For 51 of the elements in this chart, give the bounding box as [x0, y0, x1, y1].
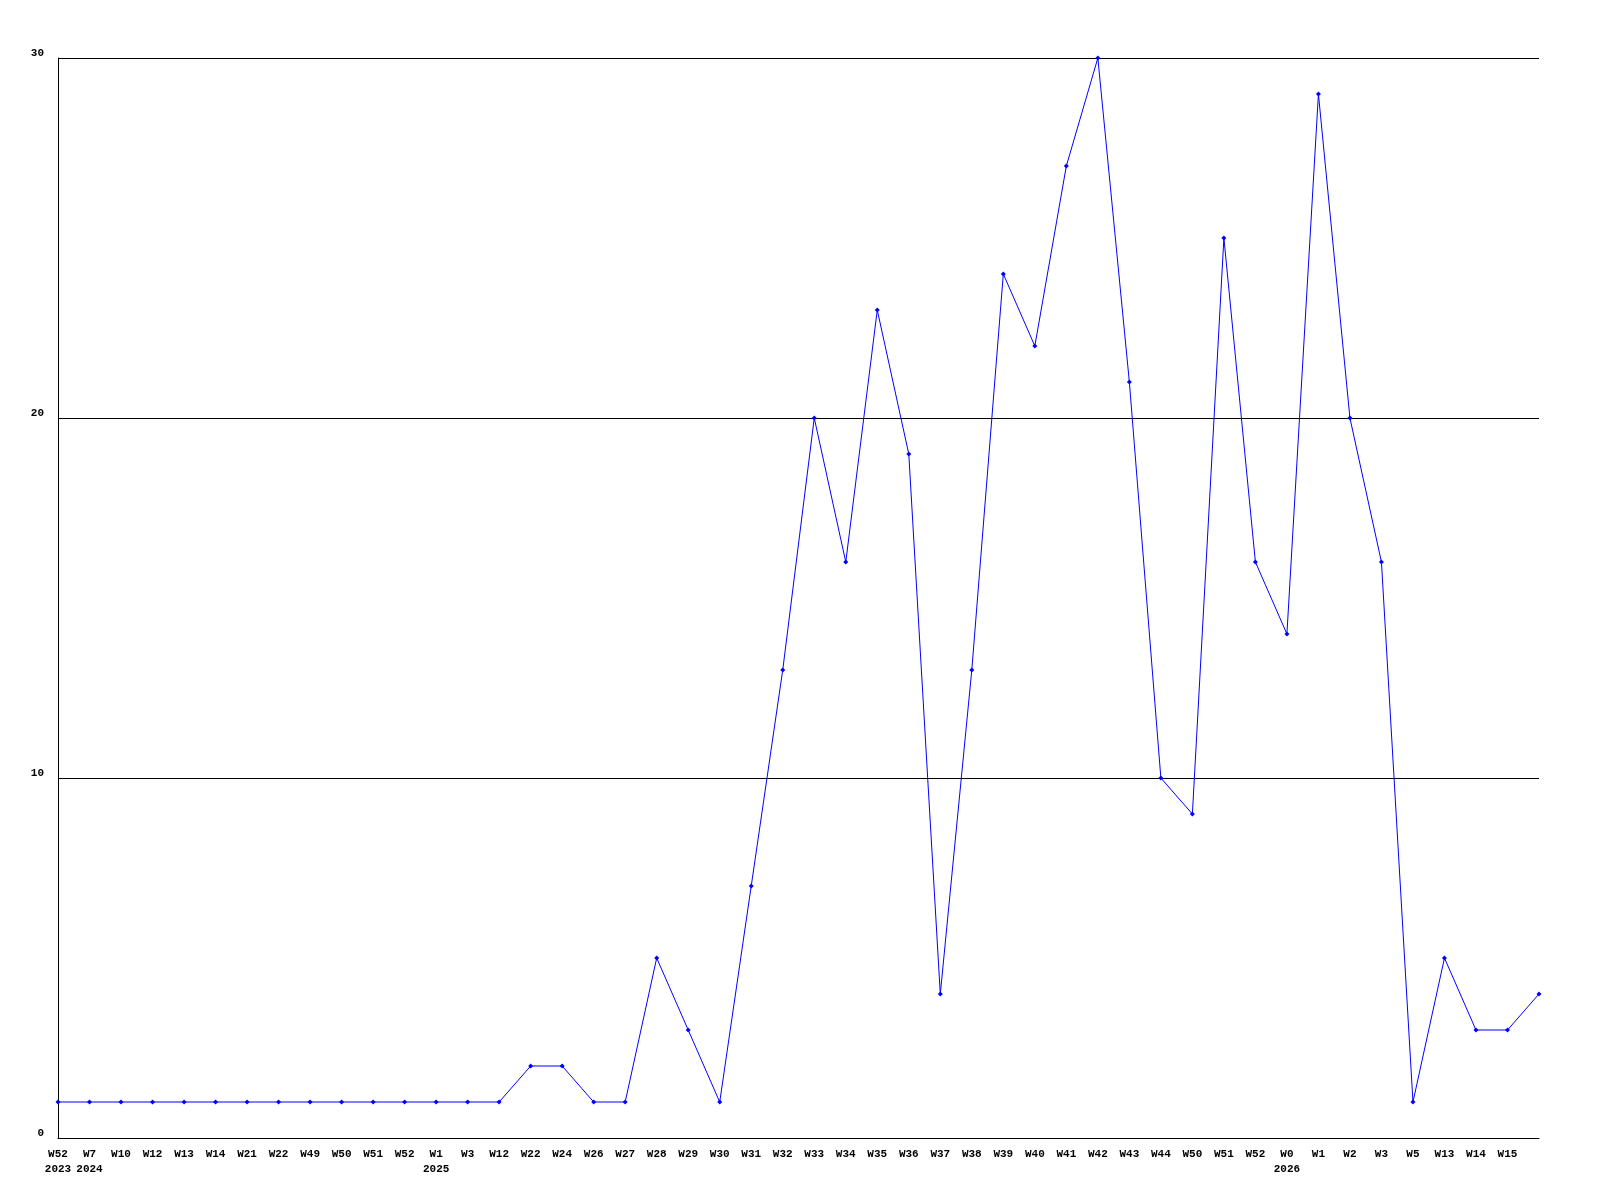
x-tick-label: W13 [1434, 1147, 1455, 1160]
x-tick-label: W22 [268, 1147, 289, 1160]
x-tick-label: W3 [1374, 1147, 1389, 1160]
x-tick-label: W50 [331, 1147, 352, 1160]
x-tick-label: W12 [142, 1147, 163, 1160]
x-tick-label: W24 [552, 1147, 573, 1160]
x-tick-label: W34 [835, 1147, 857, 1160]
y-tick-label: 30 [30, 46, 44, 59]
x-tick-label: W52 [1245, 1147, 1266, 1160]
x-tick-label: W14 [1466, 1147, 1487, 1160]
x-tick-label: W15 [1497, 1147, 1518, 1160]
x-tick-label: W50 [1182, 1147, 1203, 1160]
x-tick-label: W36 [898, 1147, 919, 1160]
x-tick-label: W22 [520, 1147, 541, 1160]
x-tick-label: W14 [205, 1147, 226, 1160]
x-tick-label: W40 [1024, 1147, 1045, 1160]
x-tick-label: W51 [363, 1147, 384, 1160]
x-tick-label: W44 [1150, 1147, 1172, 1160]
x-tick-label: W21 [237, 1147, 258, 1160]
x-tick-label: W10 [111, 1147, 131, 1160]
x-tick-label: W30 [709, 1147, 730, 1160]
x-tick-label: W28 [646, 1147, 667, 1160]
x-tick-label: W35 [867, 1147, 888, 1160]
x-tick-label: W52 [394, 1147, 415, 1160]
x-tick-label: W13 [174, 1147, 195, 1160]
x-tick-label: W1 2025 [422, 1147, 450, 1175]
x-tick-label: W29 [678, 1147, 699, 1160]
x-tick-label: W32 [772, 1147, 793, 1160]
x-tick-label: W49 [300, 1147, 320, 1160]
x-tick-label: W7 2024 [76, 1147, 104, 1175]
x-tick-label: W31 [741, 1147, 762, 1160]
x-tick-label: W37 [930, 1147, 951, 1160]
x-tick-label: W1 [1311, 1147, 1326, 1160]
x-tick-label: W51 [1213, 1147, 1235, 1160]
x-tick-label: W38 [961, 1147, 983, 1160]
y-tick-label: 0 [37, 1126, 44, 1139]
y-tick-label: 20 [30, 406, 44, 419]
x-tick-label: W43 [1119, 1147, 1140, 1160]
x-tick-label: W2 [1343, 1147, 1357, 1160]
x-tick-label: W33 [804, 1147, 825, 1160]
x-tick-label: W42 [1087, 1147, 1108, 1160]
x-tick-label: W26 [583, 1147, 604, 1160]
x-tick-label: W41 [1056, 1147, 1077, 1160]
x-tick-label: W12 [489, 1147, 510, 1160]
x-tick-label: W3 [461, 1147, 475, 1160]
x-tick-label: W52 2023 [44, 1147, 72, 1175]
x-tick-label: W5 [1406, 1147, 1420, 1160]
x-tick-label: W27 [615, 1147, 636, 1160]
x-tick-label: W39 [993, 1147, 1014, 1160]
y-tick-label: 10 [30, 766, 44, 779]
x-tick-label: W0 2026 [1273, 1147, 1301, 1175]
